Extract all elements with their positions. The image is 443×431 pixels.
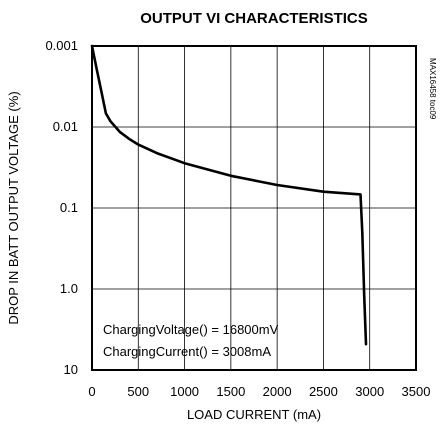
x-axis-label: LOAD CURRENT (mA): [187, 407, 321, 422]
x-tick-label: 0: [88, 384, 95, 399]
y-tick-label: 0.1: [60, 200, 78, 215]
x-tick-label: 1000: [170, 384, 199, 399]
series-line: [90, 44, 368, 346]
x-tick-label: 500: [127, 384, 149, 399]
x-tick-label: 2000: [263, 384, 292, 399]
chart-title: OUTPUT VI CHARACTERISTICS: [140, 10, 368, 27]
figure-reference: MAX16458 toc09: [428, 58, 437, 120]
y-tick-label: 0.001: [45, 38, 78, 53]
annotation-charging-current: ChargingCurrent() = 3008mA: [103, 344, 271, 359]
y-tick-label: 1.0: [60, 281, 78, 296]
y-tick-label: 0.01: [53, 119, 78, 134]
y-axis-label: DROP IN BATT OUTPUT VOLTAGE (%): [6, 91, 21, 324]
x-tick-label: 3000: [355, 384, 384, 399]
y-axis-ticks: 0.001 0.01 0.1 1.0 10: [45, 38, 78, 377]
x-tick-label: 2500: [309, 384, 338, 399]
x-tick-label: 1500: [216, 384, 245, 399]
x-tick-label: 3500: [402, 384, 431, 399]
x-axis-ticks: 0 500 1000 1500 2000 2500 3000 3500: [88, 384, 430, 399]
y-tick-label: 10: [64, 362, 78, 377]
annotation-charging-voltage: ChargingVoltage() = 16800mV: [103, 322, 279, 337]
plot-frame: [91, 45, 417, 371]
grid: [92, 46, 416, 370]
